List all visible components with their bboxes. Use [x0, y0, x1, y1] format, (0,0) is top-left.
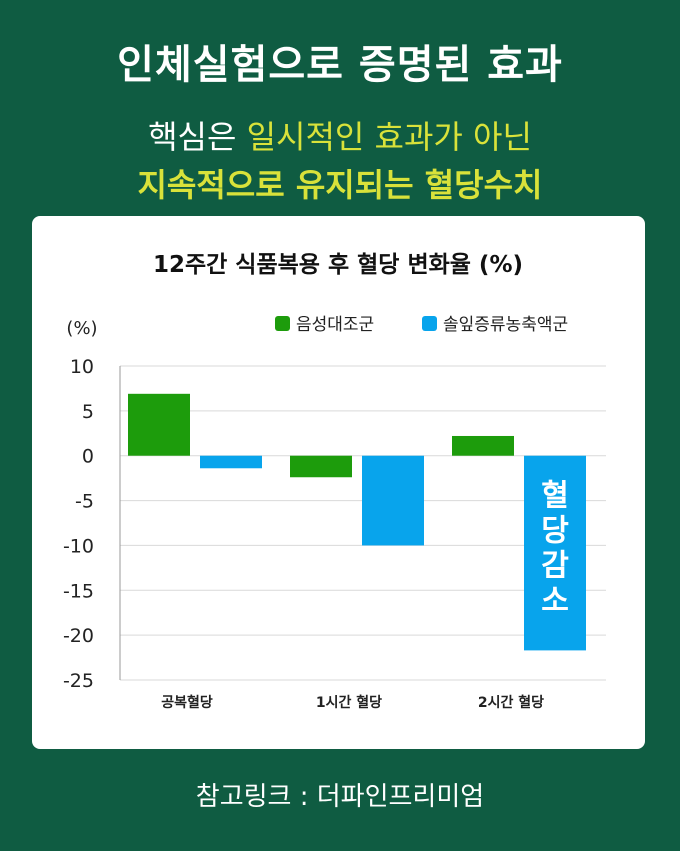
- subtitle-normal-text: 핵심은: [148, 118, 247, 156]
- legend-label: 음성대조군: [296, 315, 374, 335]
- subtitle-line-2: 지속적으로 유지되는 혈당수치: [137, 166, 543, 204]
- bar-treatment-0: [200, 455, 262, 469]
- chart-title: 12주간 식품복용 후 혈당 변화율 (%): [153, 252, 523, 278]
- x-tick-label: 1시간 혈당: [316, 694, 382, 711]
- source-text: 참고링크 : 더파인프리미엄: [195, 782, 485, 812]
- y-tick-label: -15: [63, 580, 94, 602]
- subtitle-highlight-text: 일시적인 효과가 아닌: [246, 118, 532, 156]
- y-tick-label: -10: [63, 535, 94, 557]
- y-tick-label: 0: [82, 446, 94, 468]
- y-tick-label: -20: [63, 625, 94, 647]
- bar-treatment-2: [524, 455, 586, 651]
- legend-label: 솔잎증류농축액군: [443, 315, 568, 335]
- y-tick-label: -25: [63, 670, 94, 692]
- page-title: 인체실험으로 증명된 효과: [117, 42, 563, 88]
- bar-control-1: [290, 455, 352, 478]
- subtitle-line-1: 핵심은 일시적인 효과가 아닌: [0, 112, 680, 158]
- bar-control-0: [128, 393, 190, 456]
- y-tick-label: 5: [82, 401, 94, 423]
- bar-chart: 12주간 식품복용 후 혈당 변화율 (%) (%) 10 5 0 -5 -10 -15 -…: [63, 252, 606, 711]
- chart-card: 12주간 식품복용 후 혈당 변화율 (%) (%) 10 5 0 -5 -10 -15 -…: [32, 216, 645, 749]
- bar-treatment-1: [362, 455, 424, 546]
- y-tick-labels: 10 5 0 -5 -10 -15 -20 -25: [63, 356, 94, 692]
- legend: 음성대조군 솔잎증류농축액군: [275, 315, 568, 335]
- legend-swatch: [275, 316, 290, 331]
- y-tick-label: -5: [75, 491, 94, 513]
- bar-control-2: [452, 435, 514, 456]
- bars: [128, 393, 586, 651]
- x-tick-labels: 공복혈당 1시간 혈당 2시간 혈당: [161, 694, 544, 711]
- legend-swatch: [422, 316, 437, 331]
- x-tick-label: 2시간 혈당: [478, 694, 544, 711]
- y-axis-label: (%): [66, 318, 97, 339]
- x-tick-label: 공복혈당: [161, 694, 213, 711]
- y-tick-label: 10: [70, 356, 94, 378]
